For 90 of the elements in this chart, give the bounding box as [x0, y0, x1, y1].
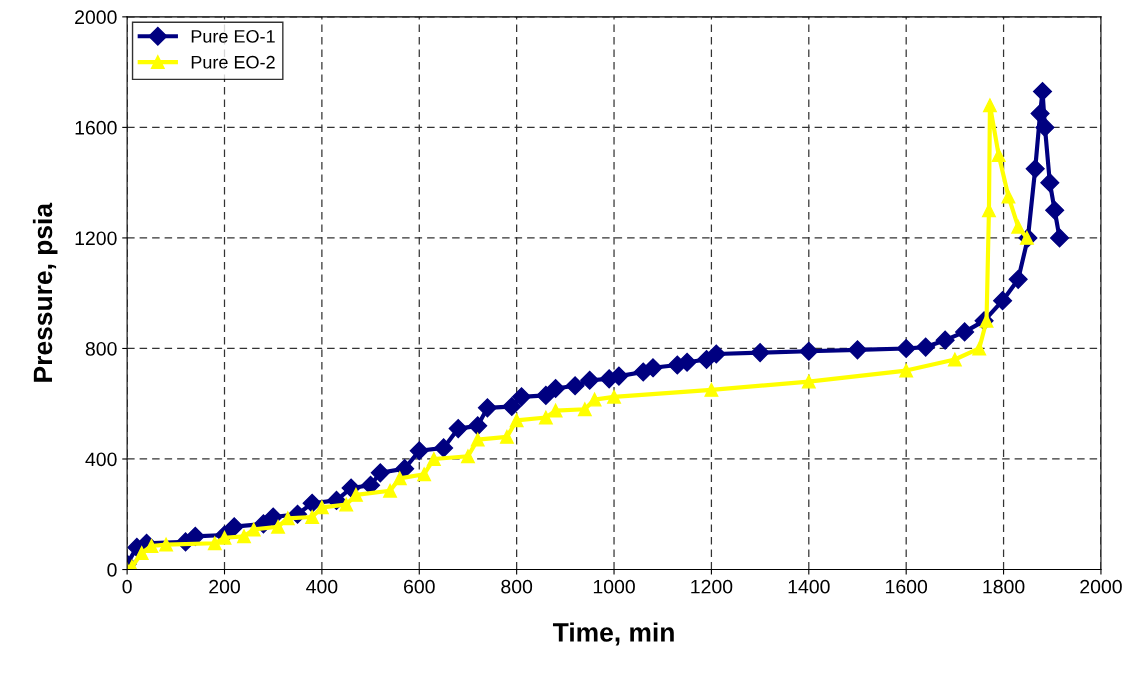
- point: [993, 291, 1013, 311]
- x-tick-label: 400: [306, 579, 338, 594]
- point: [392, 471, 407, 486]
- point: [548, 403, 563, 418]
- x-tick-label: 800: [501, 579, 533, 594]
- point: [1030, 104, 1050, 124]
- point: [536, 385, 556, 405]
- point: [448, 419, 468, 439]
- point: [538, 410, 553, 425]
- point: [565, 376, 585, 396]
- y-tick-label: 2000: [75, 10, 117, 25]
- point: [580, 370, 600, 390]
- point: [207, 536, 222, 551]
- point: [509, 413, 524, 428]
- point: [704, 382, 719, 397]
- point: [982, 98, 997, 113]
- point: [847, 340, 868, 360]
- legend-label: Pure EO-1: [191, 29, 275, 43]
- point: [1025, 159, 1045, 179]
- point: [972, 341, 987, 356]
- point: [947, 352, 962, 367]
- point: [263, 507, 283, 527]
- x-tick-label: 1400: [788, 579, 830, 594]
- point: [1040, 173, 1060, 193]
- point: [935, 330, 955, 350]
- point: [643, 358, 663, 378]
- point: [916, 337, 936, 357]
- point: [468, 416, 488, 436]
- x-tick-label: 1600: [886, 579, 928, 594]
- point: [750, 343, 770, 363]
- point: [546, 378, 566, 399]
- point: [383, 483, 397, 498]
- x-tick-label: 600: [404, 579, 435, 594]
- y-tick-label: 800: [85, 341, 117, 356]
- x-tick-label: 1200: [691, 579, 733, 594]
- point: [370, 463, 390, 483]
- point: [1032, 81, 1053, 101]
- point: [302, 493, 322, 513]
- point: [499, 429, 514, 444]
- point: [339, 497, 354, 512]
- y-tick-label: 1200: [75, 231, 117, 246]
- point: [305, 510, 320, 524]
- point: [246, 522, 261, 537]
- point: [134, 546, 149, 560]
- legend-label: Pure EO-2: [191, 55, 275, 69]
- point: [461, 449, 475, 464]
- y-tick-label: 1600: [75, 120, 117, 135]
- point: [991, 148, 1006, 162]
- y-axis-title: Pressure, psia: [32, 202, 58, 382]
- point: [706, 344, 726, 364]
- x-tick-label: 0: [122, 579, 132, 594]
- point: [1011, 219, 1026, 234]
- point: [799, 341, 819, 361]
- point: [801, 374, 816, 389]
- point: [409, 441, 429, 461]
- point: [577, 402, 592, 417]
- y-tick-label: 400: [85, 452, 117, 467]
- y-tick-label: 0: [107, 563, 117, 577]
- point: [470, 432, 485, 447]
- point: [511, 387, 532, 407]
- point: [1045, 200, 1065, 220]
- x-axis-title: Time, min: [552, 622, 674, 646]
- point: [1050, 228, 1070, 248]
- point: [896, 338, 916, 358]
- point: [280, 511, 295, 526]
- point: [144, 539, 159, 553]
- point: [899, 363, 914, 378]
- point: [159, 537, 174, 552]
- point: [434, 438, 454, 458]
- point: [607, 389, 621, 404]
- point: [955, 322, 975, 342]
- point: [502, 396, 522, 417]
- x-tick-label: 1800: [983, 579, 1025, 594]
- point: [314, 500, 329, 515]
- point: [1008, 269, 1028, 289]
- point: [477, 398, 497, 418]
- point: [609, 366, 629, 386]
- point: [677, 352, 697, 372]
- point: [1001, 189, 1016, 204]
- x-tick-label: 1000: [593, 579, 635, 594]
- x-tick-label: 200: [209, 579, 240, 594]
- point: [271, 519, 286, 534]
- point: [587, 392, 602, 407]
- point: [224, 517, 244, 537]
- point: [417, 467, 432, 482]
- point: [1035, 117, 1055, 137]
- point: [426, 452, 441, 466]
- x-tick-label: 2000: [1080, 579, 1122, 594]
- point: [395, 459, 415, 479]
- point: [237, 529, 251, 544]
